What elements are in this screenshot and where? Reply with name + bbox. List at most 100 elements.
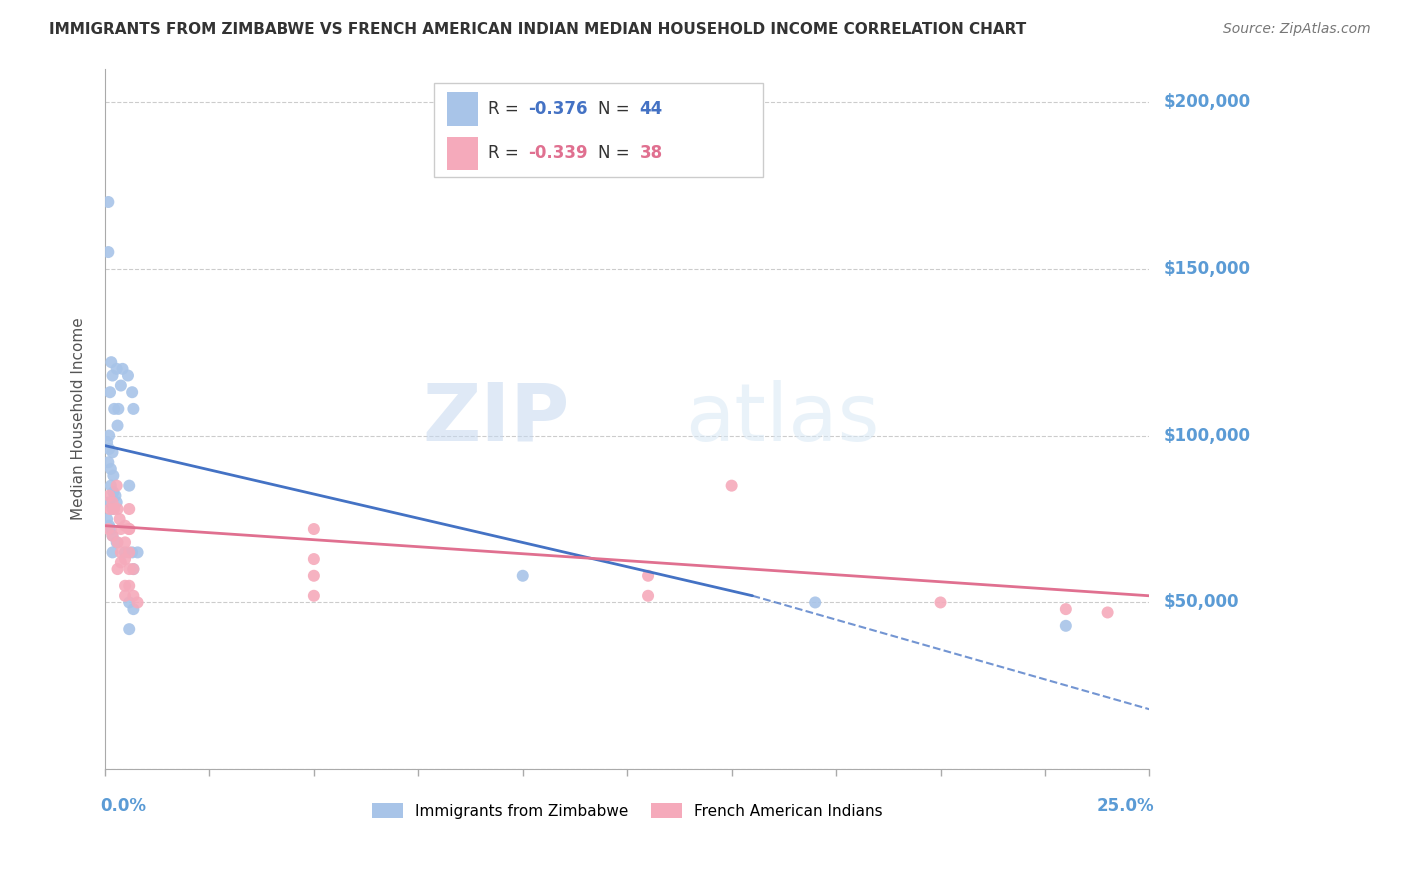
Point (302, 568, 325, 582)
Point (101, 445, 124, 459)
Point (98, 518, 121, 533)
Point (512, 568, 534, 582)
Point (101, 545, 124, 559)
Point (100, 462, 122, 476)
Point (98, 489, 121, 503)
Point (110, 555, 132, 569)
Point (98, 502, 121, 516)
Point (804, 595, 827, 609)
Point (118, 562, 141, 576)
Text: atlas: atlas (685, 380, 879, 458)
Point (114, 589, 136, 603)
Point (1054, 602, 1077, 616)
Point (108, 512, 131, 526)
Text: 44: 44 (640, 100, 664, 118)
Point (96, 512, 118, 526)
Point (114, 579, 136, 593)
Point (101, 495, 124, 509)
Point (100, 522, 122, 536)
Point (118, 579, 141, 593)
Point (122, 589, 145, 603)
Text: R =: R = (488, 145, 524, 162)
Point (114, 518, 136, 533)
Bar (447, 136, 478, 170)
Point (114, 545, 136, 559)
Text: N =: N = (598, 145, 636, 162)
Legend: Immigrants from Zimbabwe, French American Indians: Immigrants from Zimbabwe, French America… (366, 797, 889, 825)
Point (302, 552, 325, 566)
Text: -0.376: -0.376 (529, 100, 588, 118)
Point (105, 495, 128, 509)
Text: IMMIGRANTS FROM ZIMBABWE VS FRENCH AMERICAN INDIAN MEDIAN HOUSEHOLD INCOME CORRE: IMMIGRANTS FROM ZIMBABWE VS FRENCH AMERI… (49, 22, 1026, 37)
Point (101, 368, 124, 383)
Point (637, 568, 659, 582)
Text: -0.339: -0.339 (529, 145, 588, 162)
Point (121, 545, 143, 559)
Point (110, 378, 132, 392)
Point (97, 455, 120, 469)
Point (127, 595, 149, 609)
Point (98, 385, 121, 400)
Point (107, 562, 129, 576)
Point (929, 595, 952, 609)
Point (107, 502, 129, 516)
Point (97, 245, 120, 260)
Text: $150,000: $150,000 (1163, 260, 1250, 277)
Point (118, 545, 141, 559)
Bar (434, 83, 763, 178)
Point (118, 522, 141, 536)
Point (105, 478, 128, 492)
Text: 0.0%: 0.0% (100, 797, 146, 815)
Point (103, 485, 125, 500)
Point (97, 522, 120, 536)
Point (104, 489, 127, 503)
Point (98, 442, 121, 456)
Point (103, 502, 125, 516)
Text: 38: 38 (640, 145, 662, 162)
Point (100, 478, 122, 492)
Point (103, 401, 125, 416)
Point (97, 194, 120, 209)
Text: ZIP: ZIP (422, 380, 569, 458)
Point (107, 535, 129, 549)
Point (118, 502, 141, 516)
Point (110, 545, 132, 559)
Point (98, 428, 121, 442)
Point (302, 522, 325, 536)
Text: $200,000: $200,000 (1163, 93, 1250, 111)
Text: Source: ZipAtlas.com: Source: ZipAtlas.com (1223, 22, 1371, 37)
Point (122, 562, 145, 576)
Point (121, 385, 143, 400)
Point (107, 401, 129, 416)
Text: 25.0%: 25.0% (1097, 797, 1154, 815)
Text: $100,000: $100,000 (1163, 426, 1250, 444)
Point (1097, 606, 1119, 620)
Point (127, 545, 149, 559)
Point (118, 595, 141, 609)
Point (101, 529, 124, 543)
Point (107, 418, 129, 433)
Point (118, 522, 141, 536)
Point (122, 401, 145, 416)
Text: $50,000: $50,000 (1163, 593, 1239, 611)
Text: N =: N = (598, 100, 636, 118)
Point (114, 552, 136, 566)
Point (118, 478, 141, 492)
Point (98, 495, 121, 509)
Point (105, 535, 128, 549)
Point (122, 602, 145, 616)
Point (1054, 619, 1077, 633)
Point (302, 589, 325, 603)
Point (637, 589, 659, 603)
Point (111, 362, 134, 376)
Y-axis label: Median Household Income: Median Household Income (72, 318, 86, 520)
Text: R =: R = (488, 100, 524, 118)
Point (110, 522, 132, 536)
Point (720, 478, 742, 492)
Point (96, 435, 118, 450)
Point (101, 502, 124, 516)
Point (105, 362, 128, 376)
Bar (447, 92, 478, 126)
Point (114, 535, 136, 549)
Point (117, 368, 139, 383)
